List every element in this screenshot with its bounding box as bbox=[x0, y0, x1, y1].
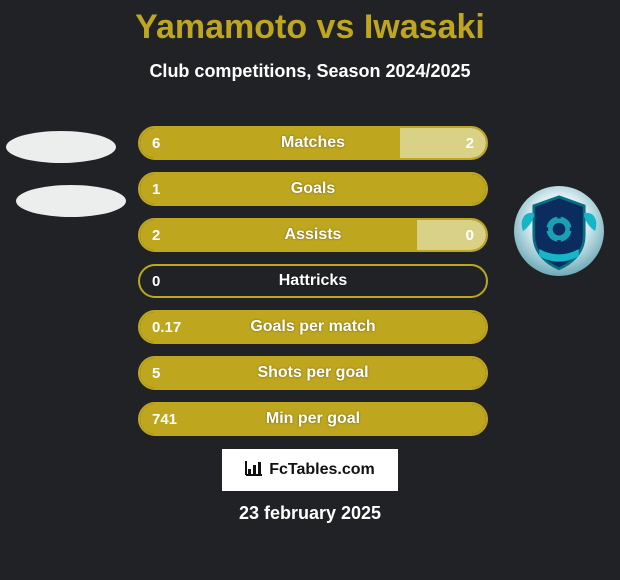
page-title: Yamamoto vs Iwasaki bbox=[0, 8, 620, 47]
stat-label: Shots per goal bbox=[140, 358, 486, 388]
stat-row-matches: 6 Matches 2 bbox=[138, 126, 488, 160]
crest-svg bbox=[514, 186, 604, 276]
site-label: FcTables.com bbox=[269, 461, 375, 479]
player-left-placeholder-1 bbox=[6, 131, 116, 163]
page-subtitle: Club competitions, Season 2024/2025 bbox=[0, 61, 620, 82]
stat-row-mpg: 741 Min per goal bbox=[138, 402, 488, 436]
stat-row-hattricks: 0 Hattricks bbox=[138, 264, 488, 298]
stat-row-assists: 2 Assists 0 bbox=[138, 218, 488, 252]
stat-row-spg: 5 Shots per goal bbox=[138, 356, 488, 390]
club-crest-right bbox=[514, 186, 604, 276]
stat-label: Goals bbox=[140, 174, 486, 204]
stat-right-value: 0 bbox=[466, 220, 474, 250]
stat-label: Min per goal bbox=[140, 404, 486, 434]
site-logo-box[interactable]: FcTables.com bbox=[222, 449, 398, 491]
chart-icon bbox=[245, 460, 263, 481]
footer-date: 23 february 2025 bbox=[0, 503, 620, 524]
stat-right-value: 2 bbox=[466, 128, 474, 158]
stat-label: Assists bbox=[140, 220, 486, 250]
stat-label: Hattricks bbox=[140, 266, 486, 296]
stat-label: Goals per match bbox=[140, 312, 486, 342]
stat-label: Matches bbox=[140, 128, 486, 158]
stat-row-gpm: 0.17 Goals per match bbox=[138, 310, 488, 344]
stat-row-goals: 1 Goals bbox=[138, 172, 488, 206]
player-left-placeholder-2 bbox=[16, 185, 126, 217]
comparison-chart: 6 Matches 2 1 Goals 2 Assists 0 0 Hattri… bbox=[138, 126, 488, 448]
